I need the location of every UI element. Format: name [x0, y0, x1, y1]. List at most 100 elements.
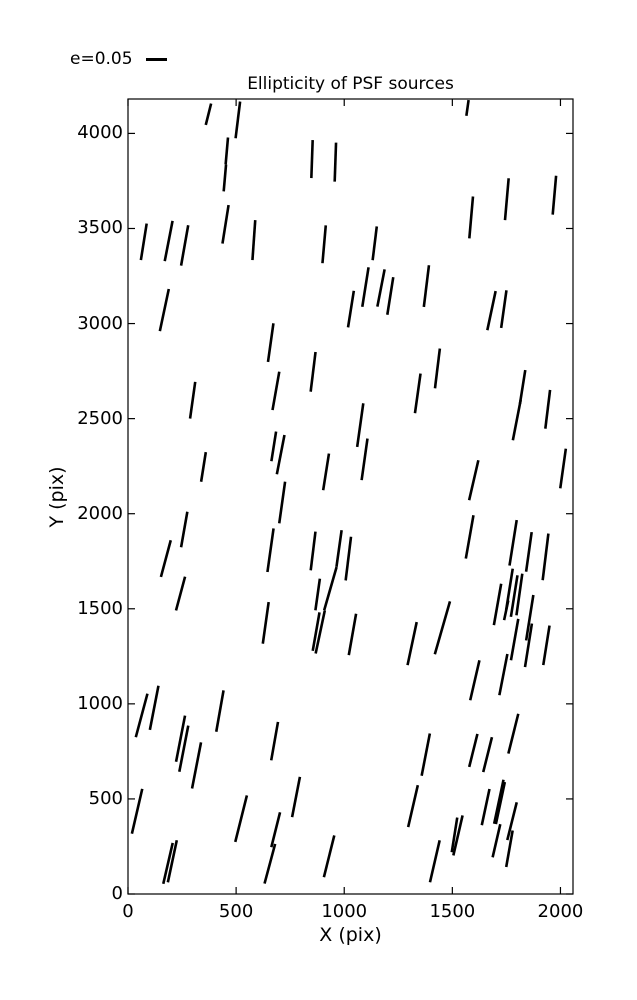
- ellipticity-whisker: [134, 693, 149, 738]
- ellipticity-whisker: [163, 220, 174, 262]
- ellipticity-whisker: [314, 578, 322, 611]
- ellipticity-whisker: [204, 103, 213, 126]
- ellipticity-whisker: [179, 511, 189, 548]
- ellipticity-whisker: [355, 403, 365, 448]
- x-tick-label: 500: [218, 901, 254, 922]
- ellipticity-whisker: [486, 290, 497, 331]
- ellipticity-whisker: [480, 788, 491, 826]
- ellipticity-whisker: [452, 815, 464, 856]
- ellipticity-whisker: [509, 575, 519, 617]
- ellipticity-whisker: [344, 536, 353, 581]
- ellipticity-whisker: [468, 660, 481, 701]
- ellipticity-whisker: [433, 348, 442, 389]
- ellipticity-whisker: [251, 220, 257, 261]
- ellipticity-whisker: [467, 459, 480, 501]
- ellipticity-whisker: [413, 373, 422, 414]
- ellipticity-whisker: [468, 196, 475, 239]
- ellipticity-whisker: [503, 178, 510, 221]
- ellipticity-whisker: [222, 164, 228, 192]
- ellipticity-whisker: [406, 784, 420, 828]
- x-tick-label: 1500: [429, 901, 476, 922]
- ellipticity-whisker: [507, 713, 520, 754]
- ellipticity-whisker: [524, 531, 533, 572]
- ellipticity-whisker: [544, 389, 552, 429]
- legend-label: e=0.05: [70, 49, 133, 69]
- ellipticity-whisker: [420, 733, 432, 776]
- ellipticity-whisker: [290, 776, 302, 818]
- ellipticity-whisker: [190, 742, 203, 789]
- y-tick-label: 1000: [77, 692, 123, 714]
- chart-title: Ellipticity of PSF sources: [247, 74, 454, 94]
- x-axis-label: X (pix): [319, 924, 382, 946]
- ellipticity-whisker: [523, 623, 534, 668]
- axes-box: [127, 98, 574, 895]
- ellipticity-whisker: [322, 566, 338, 611]
- ellipticity-whisker: [188, 381, 197, 419]
- ellipticity-whisker: [270, 431, 278, 462]
- ellipticity-whisker: [361, 267, 370, 308]
- ellipticity-whisker: [178, 725, 190, 773]
- ellipticity-whisker: [310, 140, 314, 179]
- ellipticity-whisker: [515, 573, 524, 616]
- ellipticity-whisker: [234, 101, 242, 139]
- ellipticity-whisker: [266, 323, 275, 363]
- ellipticity-whisker: [524, 594, 535, 641]
- ellipticity-whisker: [130, 788, 144, 834]
- ellipticity-whisker: [162, 842, 174, 885]
- ellipticity-whisker: [214, 690, 225, 732]
- y-tick-label: 500: [88, 787, 123, 809]
- ellipticity-whisker: [481, 736, 494, 773]
- legend: e=0.05: [70, 48, 167, 70]
- y-tick-label: 1500: [77, 597, 123, 619]
- legend-scale-line: [145, 57, 167, 61]
- ellipticity-whisker: [371, 226, 379, 261]
- ellipticity-whisker: [406, 621, 418, 666]
- ellipticity-whisker: [502, 600, 510, 621]
- ellipticity-whisker: [174, 715, 187, 762]
- ellipticity-whisker: [376, 269, 386, 307]
- ellipticity-whisker: [333, 142, 338, 182]
- ellipticity-whisker: [433, 601, 452, 655]
- ellipticity-whisker: [174, 576, 187, 611]
- x-tick-label: 0: [122, 901, 134, 922]
- ellipticity-whisker: [266, 528, 275, 573]
- ellipticity-whisker: [199, 451, 208, 482]
- ellipticity-whisker: [511, 399, 522, 441]
- ellipticity-whisker: [422, 265, 431, 308]
- ellipticity-whisker: [467, 733, 479, 768]
- ellipticity-whisker: [179, 224, 190, 266]
- ellipticity-whisker: [275, 434, 286, 475]
- ellipticity-whisker: [234, 795, 249, 843]
- ellipticity-whisker: [541, 533, 550, 581]
- ellipticity-whisker: [504, 830, 514, 868]
- ellipticity-whisker: [309, 351, 317, 392]
- ellipticity-whisker: [551, 175, 558, 215]
- ellipticity-whisker: [261, 601, 270, 644]
- y-tick-label: 2000: [77, 502, 123, 524]
- ellipticity-whisker: [224, 137, 230, 165]
- ellipticity-whisker: [139, 223, 148, 261]
- ellipticity-whisker: [509, 618, 520, 661]
- ellipticity-whisker: [311, 612, 321, 652]
- ellipticity-whisker: [321, 225, 328, 264]
- ellipticity-whisker: [464, 515, 475, 559]
- y-tick-label: 0: [111, 883, 123, 904]
- ellipticity-whisker: [270, 811, 282, 848]
- x-tick-label: 1000: [321, 901, 368, 922]
- ellipticity-whisker: [518, 369, 527, 404]
- y-axis-label: Y (pix): [46, 466, 68, 528]
- ellipticity-whisker: [322, 835, 336, 878]
- ellipticity-whisker: [492, 583, 503, 626]
- ellipticity-whisker: [314, 610, 327, 654]
- x-tick-label: 2000: [537, 901, 584, 922]
- ellipticity-whisker: [491, 823, 502, 858]
- ellipticity-whisker: [508, 519, 518, 566]
- y-tick-label: 3500: [77, 217, 123, 239]
- ellipticity-whisker: [494, 781, 507, 825]
- y-tick-label: 3000: [77, 312, 123, 334]
- ellipticity-whisker: [309, 531, 317, 571]
- ellipticity-whisker: [541, 625, 551, 666]
- ellipticity-whisker: [347, 613, 358, 656]
- ellipticity-whisker: [277, 481, 287, 524]
